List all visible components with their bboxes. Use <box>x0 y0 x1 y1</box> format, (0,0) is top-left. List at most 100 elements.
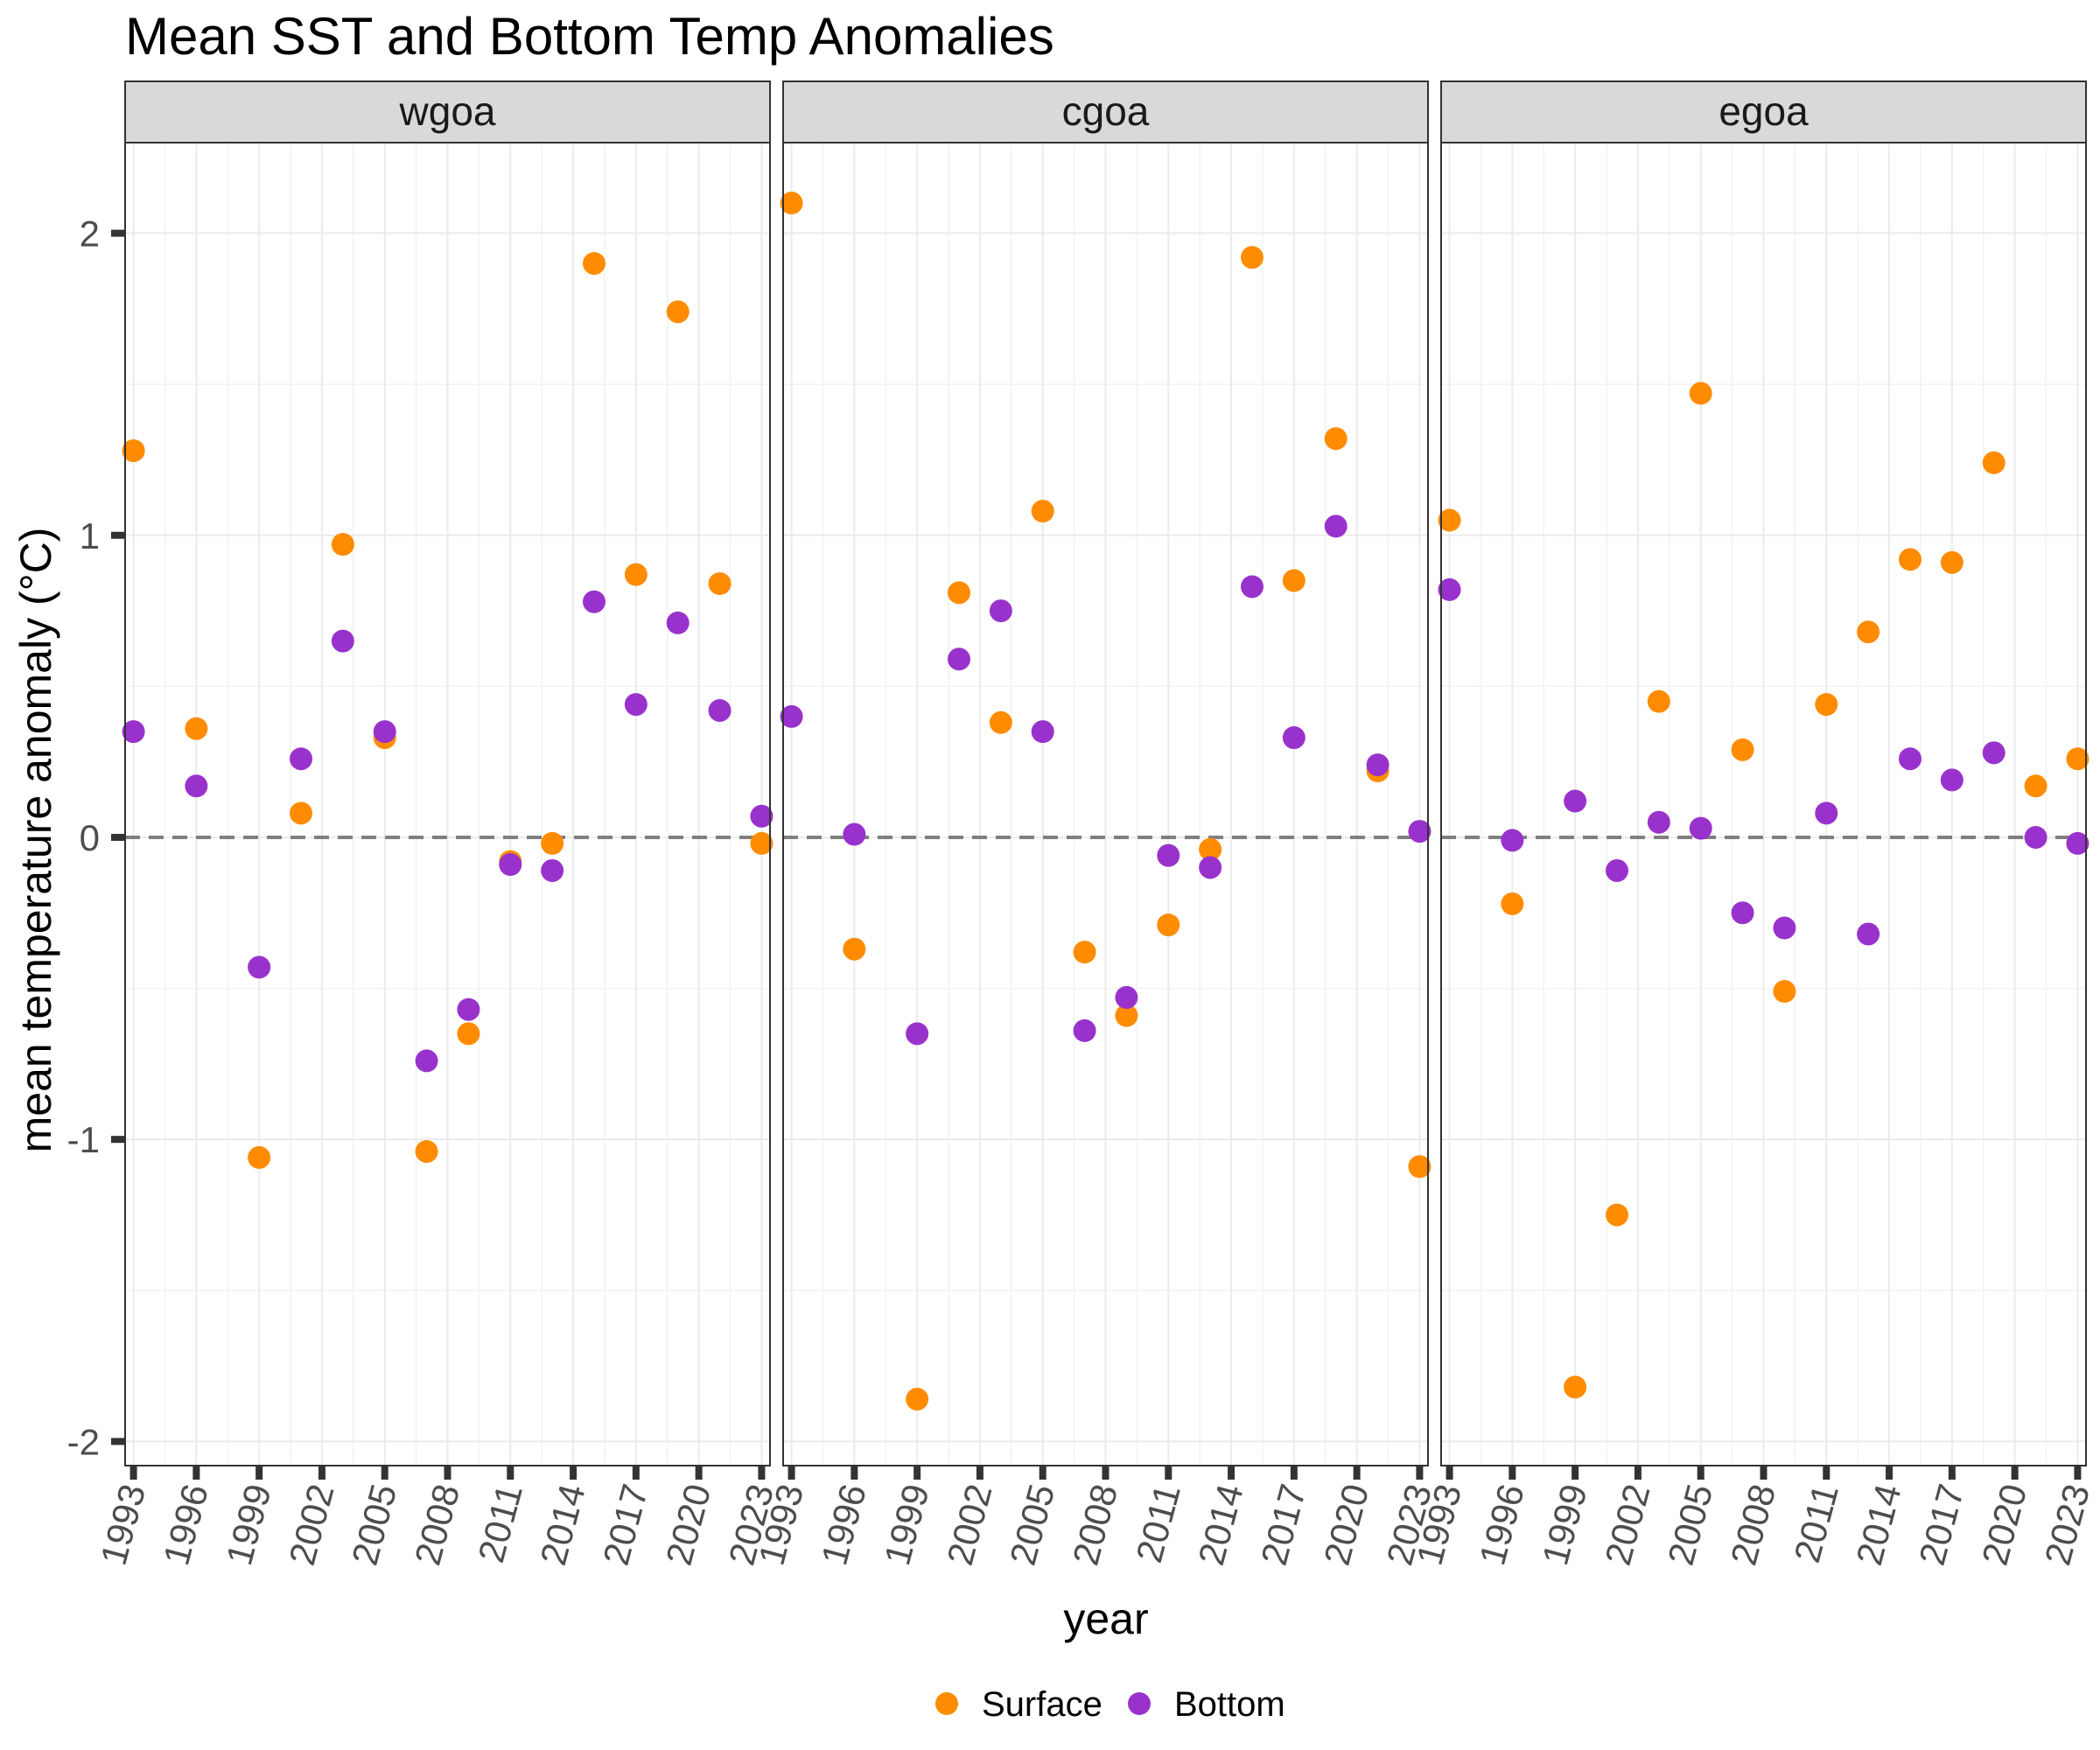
data-point-bottom <box>948 648 970 671</box>
data-point-bottom <box>1982 741 2006 765</box>
data-point-surface <box>457 1022 480 1046</box>
data-point-surface <box>843 937 866 961</box>
data-point-bottom <box>1408 820 1432 844</box>
data-point-surface <box>1241 246 1264 270</box>
legend-item-surface: Surface <box>935 1685 1102 1724</box>
data-point-bottom <box>1282 726 1306 750</box>
x-tick-label: 1999 <box>218 1480 279 1569</box>
data-point-bottom <box>185 774 208 798</box>
data-point-surface <box>415 1139 438 1163</box>
data-point-bottom <box>780 704 803 728</box>
data-point-surface <box>1815 693 1838 717</box>
x-tick-label: 2011 <box>470 1480 530 1566</box>
data-point-surface <box>1940 550 1964 574</box>
data-point-surface <box>248 1145 271 1169</box>
data-point-surface <box>1982 451 2006 474</box>
data-point-surface <box>1282 569 1306 592</box>
x-tick-label: 2017 <box>1911 1480 1972 1569</box>
strip-label-wgoa: wgoa <box>399 88 496 134</box>
data-point-bottom <box>1899 747 1922 771</box>
data-point-surface <box>2066 747 2090 771</box>
data-point-bottom <box>1501 829 1524 852</box>
x-tick-label: 1996 <box>813 1480 874 1569</box>
data-point-surface <box>1857 620 1880 644</box>
data-point-surface <box>1899 548 1922 571</box>
data-point-bottom <box>1073 1018 1096 1042</box>
data-point-surface <box>541 831 564 855</box>
x-tick-label: 1996 <box>1471 1480 1532 1569</box>
series-surface-egoa <box>1438 382 2090 1399</box>
data-point-bottom <box>624 693 648 717</box>
x-tick-label: 2020 <box>1316 1480 1377 1569</box>
data-point-surface <box>185 717 208 740</box>
x-tick-label: 1993 <box>93 1480 154 1569</box>
data-point-surface <box>2024 774 2048 798</box>
data-point-bottom <box>1773 916 1796 940</box>
data-point-surface <box>1324 427 1348 451</box>
data-point-bottom <box>1689 816 1712 840</box>
x-axis-egoa: 1993 1996 1999 2002 2005 2008 2011 2014 2017 2020… <box>1409 1466 2097 1570</box>
x-axis-wgoa: 1993 1996 1999 2002 2005 2008 2011 2014 2017 2020… <box>93 1466 781 1570</box>
x-tick-label: 2005 <box>344 1480 405 1569</box>
x-tick-label: 2008 <box>1723 1480 1784 1569</box>
facet-panel-wgoa: wgoa 1993 1996 1999 2002 2005 2008 2011 2014 2017… <box>93 80 781 1570</box>
y-tick-label: 0 <box>80 817 100 858</box>
data-point-surface <box>948 581 970 605</box>
data-point-bottom <box>1606 858 1628 882</box>
legend-key-surface <box>935 1692 958 1715</box>
chart-title: Mean SST and Bottom Temp Anomalies <box>125 7 1054 66</box>
data-point-surface <box>1115 1004 1138 1027</box>
data-point-surface <box>122 439 145 463</box>
x-tick-label: 2008 <box>407 1480 468 1569</box>
data-point-surface <box>1199 837 1222 861</box>
data-point-surface <box>1606 1203 1628 1227</box>
legend-label-surface: Surface <box>982 1685 1102 1724</box>
data-point-bottom <box>1815 802 1838 825</box>
data-point-bottom <box>2066 831 2090 855</box>
y-tick-label: 2 <box>80 214 100 255</box>
x-tick-label: 2011 <box>1786 1480 1846 1566</box>
data-point-bottom <box>1366 753 1390 777</box>
legend-key-bottom <box>1128 1692 1151 1715</box>
data-point-bottom <box>122 720 145 744</box>
data-point-bottom <box>666 611 690 634</box>
data-point-surface <box>906 1388 929 1411</box>
x-tick-label: 2005 <box>1660 1480 1721 1569</box>
data-point-bottom <box>2024 825 2048 849</box>
x-tick-label: 2017 <box>595 1480 656 1569</box>
data-point-bottom <box>1241 575 1264 598</box>
x-tick-label: 2014 <box>1190 1480 1251 1569</box>
data-point-surface <box>1501 892 1524 915</box>
data-point-bottom <box>415 1049 438 1073</box>
y-axis: 2 1 0 -1 -2 <box>67 214 125 1462</box>
x-tick-label: 2008 <box>1065 1480 1126 1569</box>
data-point-bottom <box>1940 768 1964 792</box>
x-tick-label: 2020 <box>1974 1480 2035 1569</box>
x-tick-label: 2002 <box>281 1480 342 1569</box>
data-point-bottom <box>708 698 732 722</box>
data-point-bottom <box>1857 922 1880 946</box>
data-point-surface <box>1408 1155 1432 1179</box>
data-point-bottom <box>1031 720 1054 744</box>
x-axis-title: year <box>1063 1594 1148 1643</box>
data-point-surface <box>624 563 648 586</box>
data-point-surface <box>1564 1376 1587 1399</box>
data-point-bottom <box>290 747 312 771</box>
data-point-bottom <box>499 853 522 877</box>
data-point-surface <box>1157 914 1180 937</box>
data-point-bottom <box>1199 856 1222 879</box>
x-tick-label: 2002 <box>939 1480 1000 1569</box>
data-point-bottom <box>1438 578 1461 601</box>
data-point-bottom <box>906 1022 929 1046</box>
strip-label-cgoa: cgoa <box>1062 88 1150 134</box>
y-tick-label: -2 <box>67 1421 100 1462</box>
x-tick-label: 2005 <box>1002 1480 1063 1569</box>
x-tick-label: 2020 <box>658 1480 719 1569</box>
y-axis-title: mean temperature anomaly (°C) <box>11 528 60 1153</box>
data-point-surface <box>1731 738 1754 761</box>
x-tick-label: 1999 <box>876 1480 937 1569</box>
data-point-bottom <box>248 956 271 979</box>
data-point-surface <box>1438 508 1461 532</box>
data-point-surface <box>708 572 732 595</box>
series-bottom-cgoa <box>780 514 1432 1046</box>
